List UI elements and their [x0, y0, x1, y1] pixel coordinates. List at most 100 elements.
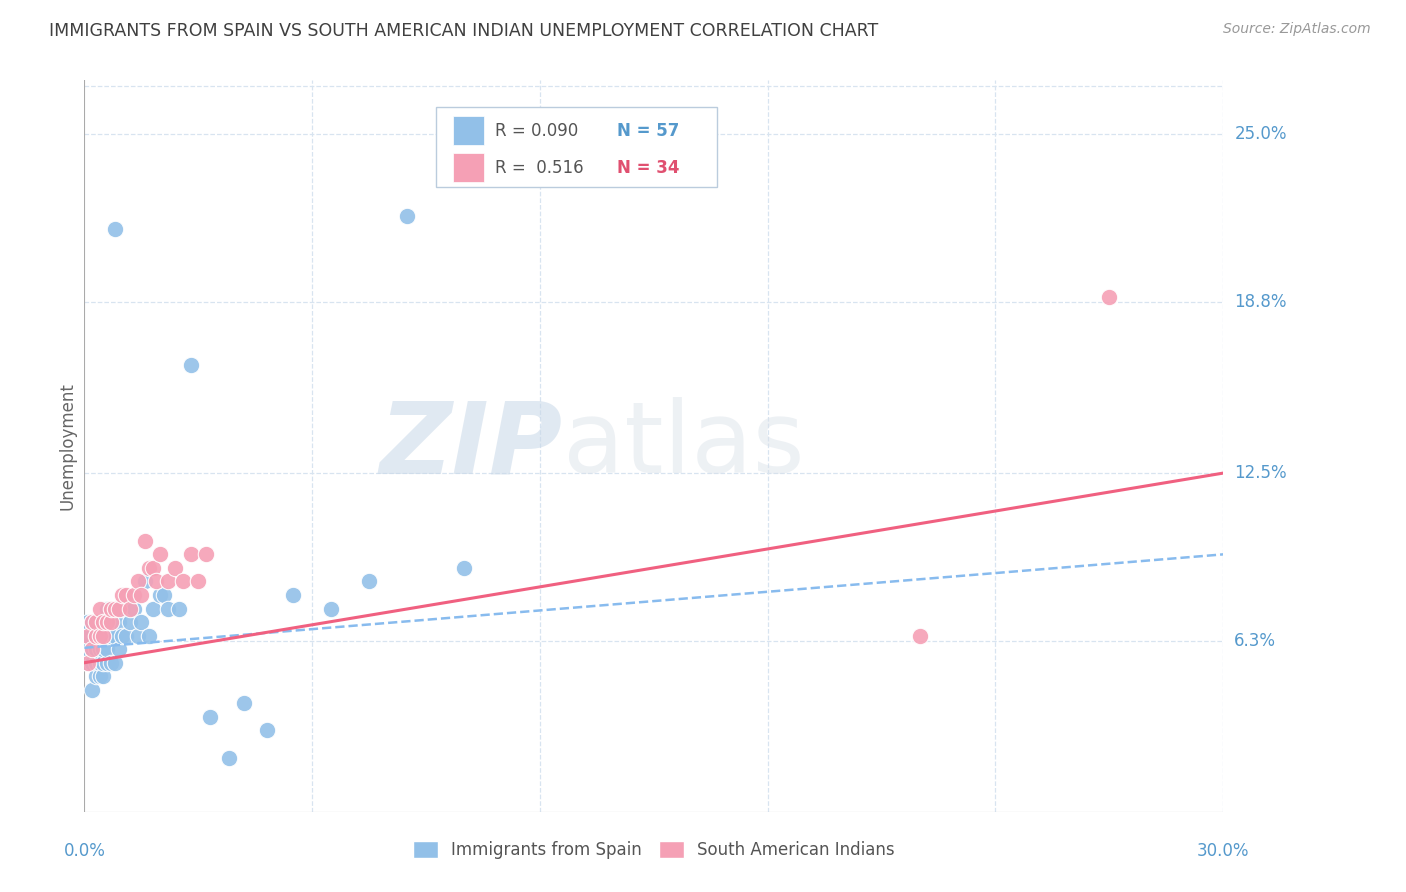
Point: [111, 588, 134, 602]
Point: [104, 629, 127, 643]
Point: [89, 642, 111, 657]
Point: [77, 642, 100, 657]
Point: [84, 615, 107, 629]
Point: [198, 710, 221, 724]
Text: 6.3%: 6.3%: [1234, 632, 1277, 650]
Point: [84, 629, 107, 643]
Point: [111, 629, 134, 643]
Point: [107, 615, 129, 629]
Point: [169, 601, 191, 615]
Point: [77, 629, 100, 643]
Point: [77, 656, 100, 670]
Point: [180, 547, 202, 561]
Point: [156, 574, 179, 589]
Text: N = 34: N = 34: [617, 159, 679, 177]
Point: [89, 656, 111, 670]
Point: [145, 574, 167, 589]
Point: [77, 615, 100, 629]
Text: 0.0%: 0.0%: [63, 842, 105, 860]
Text: 12.5%: 12.5%: [1234, 464, 1286, 482]
Point: [115, 629, 138, 643]
Text: 18.8%: 18.8%: [1234, 293, 1286, 311]
Point: [232, 697, 254, 711]
Point: [77, 656, 100, 670]
Point: [84, 669, 107, 683]
Point: [218, 750, 240, 764]
Point: [84, 615, 107, 629]
Point: [89, 601, 111, 615]
Point: [100, 601, 122, 615]
Point: [80, 656, 103, 670]
Point: [84, 629, 107, 643]
Point: [122, 588, 145, 602]
Point: [127, 574, 149, 589]
Point: [908, 629, 931, 643]
Point: [107, 601, 129, 615]
Text: R =  0.516: R = 0.516: [495, 159, 583, 177]
Point: [138, 561, 160, 575]
Point: [149, 588, 172, 602]
Point: [131, 588, 153, 602]
Point: [131, 615, 153, 629]
Point: [396, 209, 419, 223]
Point: [256, 723, 278, 738]
Point: [89, 629, 111, 643]
Point: [84, 656, 107, 670]
Point: [80, 615, 103, 629]
Y-axis label: Unemployment: Unemployment: [58, 382, 76, 510]
Point: [107, 642, 129, 657]
Point: [321, 601, 343, 615]
Point: [93, 669, 115, 683]
Point: [165, 561, 187, 575]
Point: [194, 547, 217, 561]
Point: [93, 615, 115, 629]
Point: [111, 601, 134, 615]
Point: [134, 533, 156, 548]
Point: [100, 656, 122, 670]
Point: [89, 669, 111, 683]
Point: [84, 642, 107, 657]
Point: [104, 222, 127, 236]
Point: [100, 629, 122, 643]
Point: [93, 642, 115, 657]
Text: IMMIGRANTS FROM SPAIN VS SOUTH AMERICAN INDIAN UNEMPLOYMENT CORRELATION CHART: IMMIGRANTS FROM SPAIN VS SOUTH AMERICAN …: [49, 22, 879, 40]
Point: [359, 574, 381, 589]
Point: [80, 642, 103, 657]
Point: [104, 601, 127, 615]
Point: [80, 682, 103, 697]
Point: [80, 642, 103, 657]
Legend: Immigrants from Spain, South American Indians: Immigrants from Spain, South American In…: [406, 834, 901, 865]
Text: N = 57: N = 57: [617, 121, 679, 139]
Text: Source: ZipAtlas.com: Source: ZipAtlas.com: [1223, 22, 1371, 37]
Point: [96, 656, 118, 670]
Point: [93, 629, 115, 643]
Point: [93, 656, 115, 670]
Point: [453, 561, 475, 575]
Text: 30.0%: 30.0%: [1197, 842, 1250, 860]
Point: [96, 642, 118, 657]
Point: [153, 588, 176, 602]
Point: [104, 656, 127, 670]
Point: [172, 574, 194, 589]
Point: [93, 615, 115, 629]
Point: [180, 358, 202, 372]
Point: [187, 574, 209, 589]
Point: [118, 601, 141, 615]
Point: [138, 629, 160, 643]
Point: [89, 629, 111, 643]
Text: ZIP: ZIP: [380, 398, 562, 494]
Point: [122, 601, 145, 615]
Point: [127, 629, 149, 643]
Point: [142, 601, 165, 615]
Point: [283, 588, 305, 602]
Point: [96, 629, 118, 643]
Point: [77, 629, 100, 643]
Text: R = 0.090: R = 0.090: [495, 121, 578, 139]
Point: [115, 588, 138, 602]
Point: [96, 601, 118, 615]
Point: [149, 547, 172, 561]
Point: [1098, 290, 1121, 304]
Text: atlas: atlas: [562, 398, 804, 494]
Point: [100, 601, 122, 615]
Point: [96, 615, 118, 629]
